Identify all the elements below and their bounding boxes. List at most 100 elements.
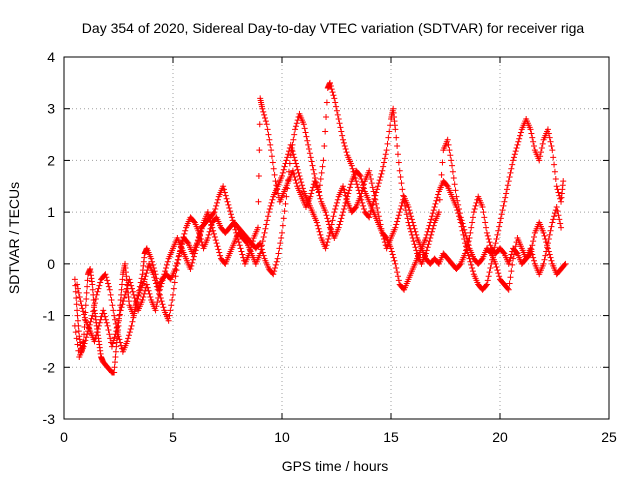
data-point (552, 176, 559, 183)
data-point (339, 132, 346, 139)
data-point (206, 228, 213, 235)
data-point (71, 276, 78, 283)
data-point (91, 300, 98, 307)
data-point (314, 222, 321, 229)
data-point (258, 242, 265, 249)
data-point (394, 269, 401, 276)
data-point (118, 286, 125, 293)
data-point (119, 276, 126, 283)
data-point (349, 165, 356, 172)
data-point (160, 304, 167, 311)
data-point (409, 219, 416, 226)
data-point (118, 304, 125, 311)
data-point (309, 187, 316, 194)
data-point (293, 163, 300, 170)
data-point (395, 212, 402, 219)
data-point (196, 235, 203, 241)
data-point (508, 165, 515, 172)
y-tick-label: 4 (47, 49, 55, 65)
data-point (79, 305, 86, 312)
data-point (494, 231, 501, 238)
data-point (547, 254, 554, 261)
data-point (359, 187, 366, 194)
data-point (197, 231, 204, 238)
data-point (155, 294, 162, 301)
data-point (462, 240, 469, 247)
data-point (160, 274, 167, 281)
data-point (528, 248, 535, 255)
data-point (333, 202, 340, 209)
data-point (393, 134, 400, 141)
data-point (503, 190, 510, 197)
data-point (101, 313, 108, 320)
data-point (445, 141, 452, 148)
data-point (337, 218, 344, 225)
y-tick-label: 0 (47, 256, 55, 272)
data-point (268, 199, 275, 206)
data-point (336, 221, 343, 228)
data-point (541, 232, 548, 239)
data-point (206, 215, 213, 222)
data-point (192, 247, 199, 254)
data-point (295, 169, 302, 176)
data-point (115, 319, 122, 326)
data-point (483, 282, 490, 289)
data-point (279, 169, 286, 176)
data-point (268, 153, 275, 160)
data-point (214, 196, 221, 203)
data-point (115, 315, 122, 322)
data-point (397, 206, 404, 213)
data-point (324, 239, 331, 246)
data-point (332, 206, 339, 213)
data-point (263, 121, 270, 128)
data-point (220, 183, 227, 190)
data-point (338, 128, 345, 135)
data-point (227, 208, 234, 215)
data-point (288, 145, 295, 152)
data-point (249, 238, 256, 245)
data-point (129, 318, 136, 325)
data-point (95, 326, 102, 333)
data-point (333, 103, 340, 110)
data-point (90, 308, 97, 315)
data-point (374, 183, 381, 190)
data-point (290, 170, 297, 177)
data-point (549, 147, 556, 154)
data-point (325, 218, 332, 225)
data-point (467, 258, 474, 265)
data-point (112, 316, 119, 323)
data-point (511, 151, 518, 158)
data-point (255, 224, 262, 231)
data-point (227, 211, 234, 218)
data-point (510, 255, 517, 262)
data-point (75, 289, 82, 296)
data-point (504, 285, 511, 292)
data-point (331, 95, 338, 102)
data-point (381, 155, 388, 162)
data-point (279, 229, 285, 236)
data-point (105, 280, 112, 287)
x-tick-label: 5 (169, 429, 177, 445)
data-point (544, 126, 551, 133)
data-point (322, 128, 329, 135)
data-point (478, 256, 485, 263)
data-point (111, 369, 118, 376)
data-point (159, 301, 166, 308)
data-point (366, 214, 373, 221)
data-point (175, 253, 182, 260)
data-point (105, 283, 112, 290)
data-point (92, 296, 99, 303)
data-point (169, 297, 176, 304)
data-point (537, 153, 544, 160)
data-point (377, 173, 384, 180)
data-point (126, 276, 133, 283)
data-point (542, 252, 549, 259)
data-point (348, 162, 355, 169)
data-point (446, 147, 453, 154)
data-point (94, 329, 101, 336)
data-point (449, 168, 456, 175)
data-point (396, 209, 403, 216)
data-point (211, 209, 218, 216)
data-point (508, 268, 515, 275)
data-point (100, 307, 107, 314)
